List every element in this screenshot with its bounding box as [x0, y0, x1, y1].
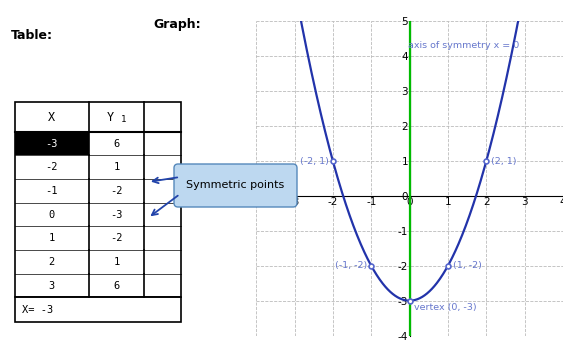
Text: -1: -1	[46, 186, 58, 196]
Text: 1: 1	[121, 115, 127, 124]
Text: -2: -2	[110, 186, 123, 196]
Text: (-2, 1): (-2, 1)	[300, 157, 329, 166]
Text: Symmetric points: Symmetric points	[186, 181, 285, 191]
Text: 2: 2	[48, 257, 55, 267]
Text: -3: -3	[110, 210, 123, 220]
Text: -2: -2	[46, 162, 58, 172]
Text: 6: 6	[113, 139, 119, 149]
Text: Graph:: Graph:	[154, 18, 201, 31]
Text: 1: 1	[48, 233, 55, 243]
Bar	[15, 132, 89, 155]
Text: Table:: Table:	[11, 29, 53, 41]
Text: (2, 1): (2, 1)	[491, 157, 516, 166]
Text: (1, -2): (1, -2)	[453, 261, 481, 270]
Text: X= -3: X= -3	[22, 305, 53, 315]
Text: X: X	[48, 111, 55, 124]
Text: (-1, -2): (-1, -2)	[335, 261, 368, 270]
Bar	[15, 297, 181, 322]
Text: 3: 3	[48, 281, 55, 291]
Text: 0: 0	[48, 210, 55, 220]
Text: -3: -3	[46, 139, 58, 149]
Text: Y: Y	[107, 111, 114, 124]
Text: 1: 1	[113, 257, 119, 267]
Text: axis of symmetry x = 0: axis of symmetry x = 0	[408, 41, 519, 50]
Text: 1: 1	[113, 162, 119, 172]
Text: 6: 6	[113, 281, 119, 291]
Text: -2: -2	[110, 233, 123, 243]
Bar	[15, 102, 181, 297]
Text: vertex (0, -3): vertex (0, -3)	[414, 303, 477, 312]
FancyBboxPatch shape	[174, 164, 297, 207]
